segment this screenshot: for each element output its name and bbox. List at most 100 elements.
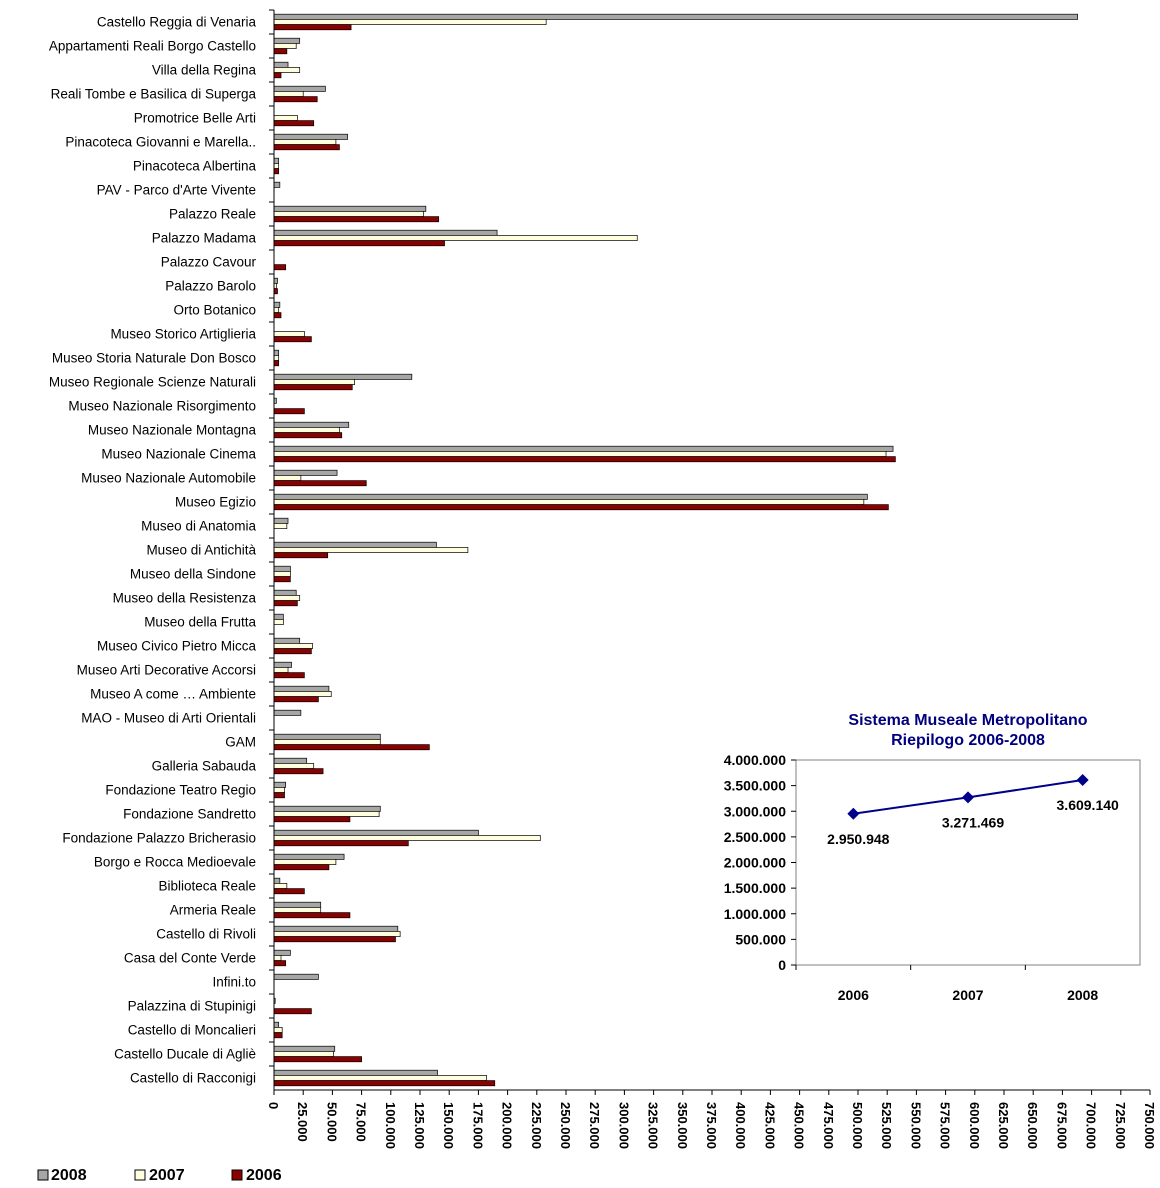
- category-label: Museo Nazionale Montagna: [88, 423, 257, 438]
- bar-2006: [273, 216, 440, 223]
- bar-2006: [273, 1032, 283, 1039]
- bar-2006: [273, 960, 287, 967]
- bar-2007: [273, 235, 638, 241]
- bar-2007: [273, 907, 322, 913]
- bar-2006: [273, 768, 324, 775]
- legend-swatch-2007: [134, 1169, 146, 1181]
- legend-label-2008: 2008: [51, 1167, 87, 1184]
- x-tick-label: 350.000: [675, 1102, 690, 1149]
- legend-swatch-2006: [231, 1169, 243, 1181]
- bar-2006: [273, 576, 291, 583]
- category-label: Museo della Frutta: [144, 615, 256, 630]
- bar-2006: [273, 672, 305, 679]
- category-label: Reali Tombe e Basilica di Superga: [51, 87, 257, 102]
- bar-2006: [273, 888, 305, 895]
- inset-y-tick-label: 0: [778, 957, 786, 973]
- category-label: Orto Botanico: [173, 303, 256, 318]
- x-tick-label: 50.000: [324, 1102, 339, 1142]
- x-tick-label: 475.000: [821, 1102, 836, 1149]
- x-tick-label: 225.000: [529, 1102, 544, 1149]
- category-label: Palazzo Cavour: [161, 255, 257, 270]
- inset-y-tick-label: 2.500.000: [724, 829, 786, 845]
- bar-2008: [273, 733, 381, 740]
- bar-2007: [273, 115, 298, 121]
- inset-marker: [962, 791, 974, 804]
- x-tick-label: 525.000: [879, 1102, 894, 1149]
- bar-2007: [273, 955, 282, 961]
- bar-2008: [273, 277, 278, 284]
- bar-2006: [273, 480, 367, 487]
- x-tick-label: 125.000: [412, 1102, 427, 1149]
- bar-2008: [273, 517, 289, 524]
- category-label: Fondazione Teatro Regio: [105, 783, 256, 798]
- bar-2008: [273, 805, 381, 812]
- inset-x-tick-label: 2007: [952, 987, 983, 1003]
- x-tick-label: 700.000: [1084, 1102, 1099, 1149]
- category-label: Galleria Sabauda: [152, 759, 257, 774]
- x-tick-label: 550.000: [908, 1102, 923, 1149]
- bar-2006: [273, 1008, 312, 1015]
- bar-2008: [273, 757, 308, 764]
- bar-2008: [273, 637, 301, 644]
- inset-y-tick-labels: 0 500.000 1.000.000 1.500.000 2.000.000 2.500…: [724, 752, 796, 973]
- x-tick-label: 425.000: [762, 1102, 777, 1149]
- bar-2007: [273, 595, 301, 601]
- category-label: Biblioteca Reale: [158, 879, 256, 894]
- legend: 2008 2007 2006: [37, 1167, 282, 1184]
- category-label: Castello di Racconigi: [130, 1071, 256, 1086]
- x-tick-label: 600.000: [967, 1102, 982, 1149]
- bar-2006: [273, 864, 330, 871]
- x-tick-label: 150.000: [441, 1102, 456, 1149]
- bar-2007: [273, 643, 313, 649]
- x-tick-label: 25.000: [295, 1102, 310, 1142]
- category-label: Borgo e Rocca Medioevale: [94, 855, 256, 870]
- bar-2007: [273, 739, 381, 745]
- inset-y-tick-label: 1.500.000: [724, 880, 786, 896]
- category-label: Pinacoteca Albertina: [133, 159, 257, 174]
- bar-2008: [273, 133, 348, 140]
- category-label: Fondazione Palazzo Bricherasio: [62, 831, 256, 846]
- bar-2006: [273, 744, 430, 751]
- legend-label-2007: 2007: [149, 1167, 185, 1184]
- bar-2007: [273, 499, 865, 505]
- x-tick-label: 275.000: [587, 1102, 602, 1149]
- bar-2008: [273, 853, 345, 860]
- bar-2008: [273, 949, 291, 956]
- bar-2007: [273, 787, 285, 793]
- inset-data-label: 2.950.948: [827, 831, 889, 847]
- category-label: MAO - Museo di Arti Orientali: [81, 711, 256, 726]
- bar-2008: [273, 37, 301, 44]
- bar-2006: [273, 912, 351, 919]
- bar-2007: [273, 43, 297, 49]
- bar-2007: [273, 571, 291, 577]
- bar-2006: [273, 312, 282, 319]
- bar-2006: [273, 816, 351, 823]
- legend-swatch-2008: [37, 1169, 49, 1181]
- inset-x-tick-label: 2006: [838, 987, 869, 1003]
- inset-marker: [1076, 774, 1089, 787]
- x-tick-label: 325.000: [646, 1102, 661, 1149]
- bar-2007: [273, 427, 340, 433]
- bar-2008: [273, 349, 280, 356]
- bar-2006: [273, 120, 315, 127]
- bar-2006: [273, 384, 353, 391]
- category-label: Promotrice Belle Arti: [134, 111, 256, 126]
- x-tick-label: 400.000: [733, 1102, 748, 1149]
- bar-2007: [273, 811, 380, 817]
- bar-2008: [273, 829, 479, 836]
- category-label: Museo Arti Decorative Accorsi: [77, 663, 256, 678]
- inset-data-label: 3.609.140: [1057, 797, 1119, 813]
- bar-2006: [273, 360, 280, 367]
- bar-2006: [273, 456, 896, 463]
- bar-2008: [273, 541, 437, 548]
- inset-data-label: 3.271.469: [942, 814, 1004, 830]
- bar-2008: [273, 1045, 336, 1052]
- x-tick-label: 250.000: [558, 1102, 573, 1149]
- category-label: Museo Nazionale Automobile: [81, 471, 256, 486]
- x-tick-label: 625.000: [996, 1102, 1011, 1149]
- bar-2008: [273, 781, 287, 788]
- inset-x-tick-label: 2008: [1067, 987, 1098, 1003]
- bar-2006: [273, 936, 396, 943]
- bar-2008: [273, 85, 326, 92]
- bar-2006: [273, 840, 409, 847]
